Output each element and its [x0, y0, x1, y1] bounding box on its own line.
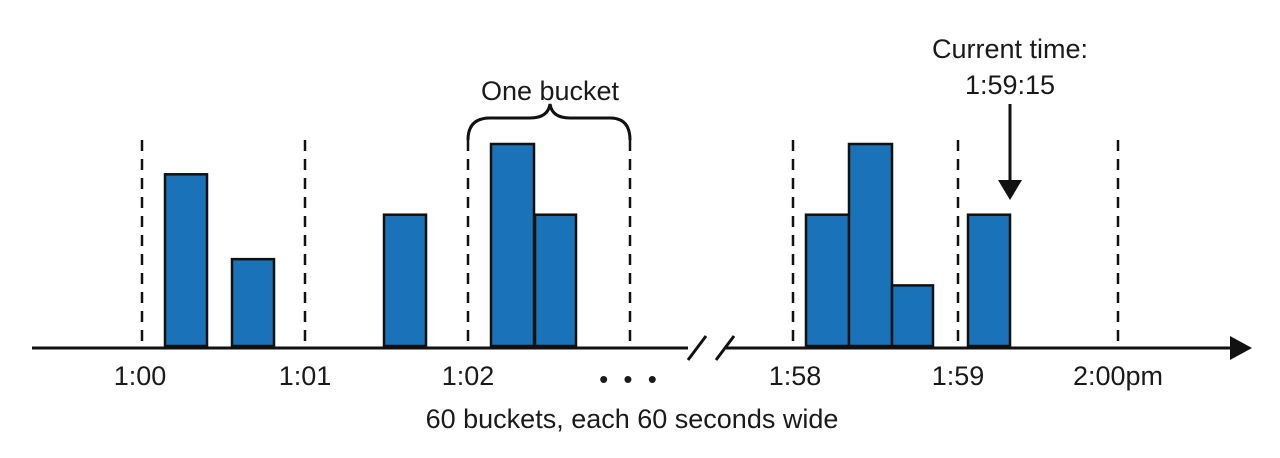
time-label-1-00: 1:00 [114, 361, 167, 391]
time-label-1-58: 1:58 [769, 361, 822, 391]
bucket-dividers [140, 140, 1120, 346]
current-time-arrow-icon [998, 104, 1022, 200]
ellipsis: • • • [599, 364, 661, 394]
current-time-label: Current time: [932, 34, 1088, 64]
axis-arrow-icon [1230, 336, 1252, 360]
bar [804, 213, 851, 348]
time-label-1-02: 1:02 [442, 361, 495, 391]
time-label-2-00pm: 2:00pm [1073, 361, 1163, 391]
bar [163, 173, 209, 348]
bars [163, 142, 1012, 348]
bar [890, 284, 935, 348]
axis-caption: 60 buckets, each 60 seconds wide [426, 404, 839, 434]
bar [489, 142, 536, 348]
bar [966, 213, 1012, 348]
bucket-brace-icon [466, 103, 632, 141]
time-label-1-59: 1:59 [932, 361, 985, 391]
time-label-1-01: 1:01 [279, 361, 332, 391]
bar [382, 213, 428, 348]
bar [533, 213, 578, 348]
bucket-annotation-label: One bucket [481, 76, 620, 106]
axis-break [686, 335, 736, 361]
bar [847, 142, 894, 348]
bar [230, 257, 276, 348]
current-time-value: 1:59:15 [965, 70, 1055, 100]
